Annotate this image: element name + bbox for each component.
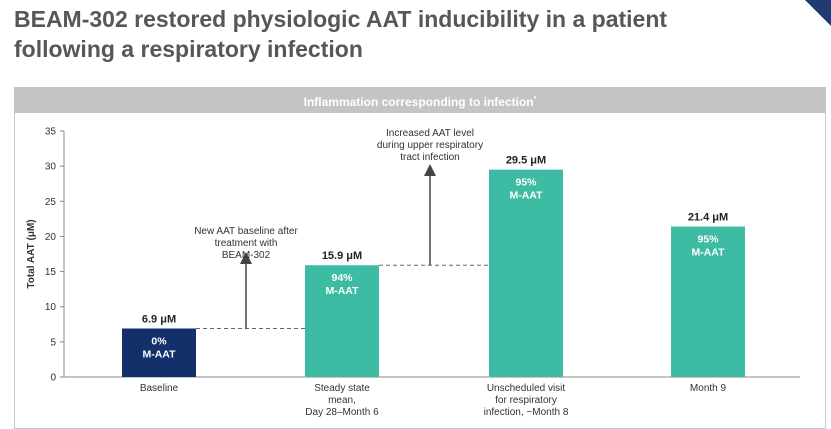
bar-value-label: 6.9 μM — [142, 314, 176, 326]
y-tick-label: 5 — [50, 337, 56, 348]
x-category-label: Baseline — [140, 383, 179, 394]
annotation-text: New AAT baseline after — [194, 226, 298, 237]
x-category-label: for respiratory — [495, 395, 557, 406]
y-tick-label: 20 — [45, 232, 57, 243]
annotation-text: BEAM-302 — [222, 250, 271, 261]
bar-percent-label: 0% — [151, 336, 167, 348]
y-tick-label: 35 — [45, 127, 57, 138]
bar-sublabel: M-AAT — [691, 247, 725, 259]
annotation-text: tract infection — [400, 152, 459, 163]
x-category-label: Steady state — [314, 383, 370, 394]
x-category-label: Unscheduled visit — [487, 383, 566, 394]
annotation-text: during upper respiratory — [377, 140, 483, 151]
x-category-label: mean, — [328, 395, 356, 406]
bar — [489, 169, 563, 377]
y-tick-label: 30 — [45, 162, 57, 173]
bar-sublabel: M-AAT — [142, 349, 176, 361]
bar-value-label: 15.9 μM — [322, 250, 362, 262]
panel-header-marker: * — [533, 96, 537, 103]
slide-title-line-1: BEAM-302 restored physiologic AAT induci… — [14, 6, 668, 32]
bar-value-label: 29.5 μM — [506, 155, 546, 167]
panel-header-text: Inflammation corresponding to infection — [303, 95, 534, 109]
y-tick-label: 15 — [45, 267, 57, 278]
bar-percent-label: 94% — [331, 272, 353, 284]
y-tick-label: 25 — [45, 197, 57, 208]
annotation-text: Increased AAT level — [386, 128, 474, 139]
slide-title: BEAM-302 restored physiologic AAT induci… — [14, 4, 804, 64]
y-tick-label: 0 — [50, 373, 56, 384]
bar-percent-label: 95% — [697, 234, 719, 246]
slide-title-line-2: following a respiratory infection — [14, 36, 363, 62]
x-category-label: Month 9 — [690, 383, 727, 394]
y-axis-title: Total AAT (μM) — [26, 219, 37, 288]
corner-accent — [805, 0, 831, 26]
x-category-label: infection, ~Month 8 — [484, 407, 569, 418]
bar-sublabel: M-AAT — [509, 190, 543, 202]
bar — [305, 265, 379, 377]
annotation-text: treatment with — [215, 238, 278, 249]
bar — [122, 328, 196, 377]
bar — [671, 226, 745, 377]
bar-value-label: 21.4 μM — [688, 212, 728, 224]
bar-percent-label: 95% — [515, 177, 537, 189]
x-category-label: Day 28–Month 6 — [305, 407, 379, 418]
y-tick-label: 10 — [45, 302, 57, 313]
bar-sublabel: M-AAT — [325, 285, 359, 297]
panel-header: Inflammation corresponding to infection* — [14, 87, 826, 113]
